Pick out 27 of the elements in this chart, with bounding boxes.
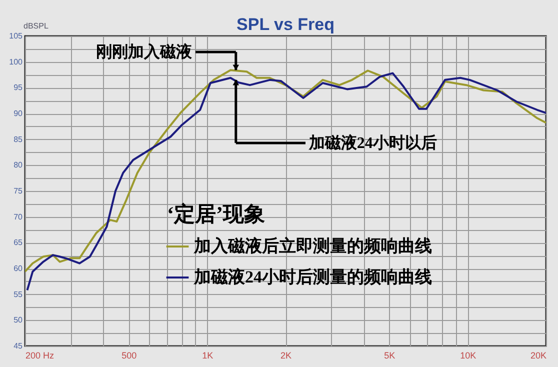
y-tick-label: 55 <box>14 290 24 299</box>
y-tick-label: 60 <box>14 264 24 273</box>
y-tick-label: 75 <box>14 186 24 196</box>
y-tick-label: 95 <box>14 83 24 92</box>
y-tick-label: 100 <box>9 57 24 66</box>
y-tick-label: 90 <box>14 109 24 118</box>
x-tick-label: 1K <box>202 350 214 360</box>
y-tick-label: 70 <box>14 212 24 222</box>
y-tick-label: 65 <box>14 238 24 248</box>
x-tick-label: 200 Hz <box>26 350 55 360</box>
annotation: 加磁液24小时以后 <box>308 134 437 152</box>
x-tick-label: 10K <box>460 350 476 360</box>
y-tick-label: 45 <box>14 342 24 350</box>
y-tick-label: 80 <box>14 160 24 170</box>
x-tick-label: 5K <box>384 350 396 360</box>
annotation: 刚刚加入磁液 <box>96 43 194 62</box>
chart-title: SPL vs Freq <box>236 15 334 34</box>
x-tick-label: 20K <box>530 350 546 360</box>
y-tick-label: 50 <box>14 316 24 325</box>
x-tick-label: 2K <box>280 350 292 360</box>
legend-label: 加入磁液后立即测量的频响曲线 <box>193 236 432 256</box>
annotation: ‘定居’现象 <box>167 202 265 226</box>
y-tick-label: 85 <box>14 134 24 144</box>
legend-label: 加磁液24小时后测量的频响曲线 <box>193 268 432 286</box>
y-axis-title: dBSPL <box>24 22 49 30</box>
y-tick-label: 105 <box>9 32 24 40</box>
x-tick-label: 500 <box>122 350 137 360</box>
